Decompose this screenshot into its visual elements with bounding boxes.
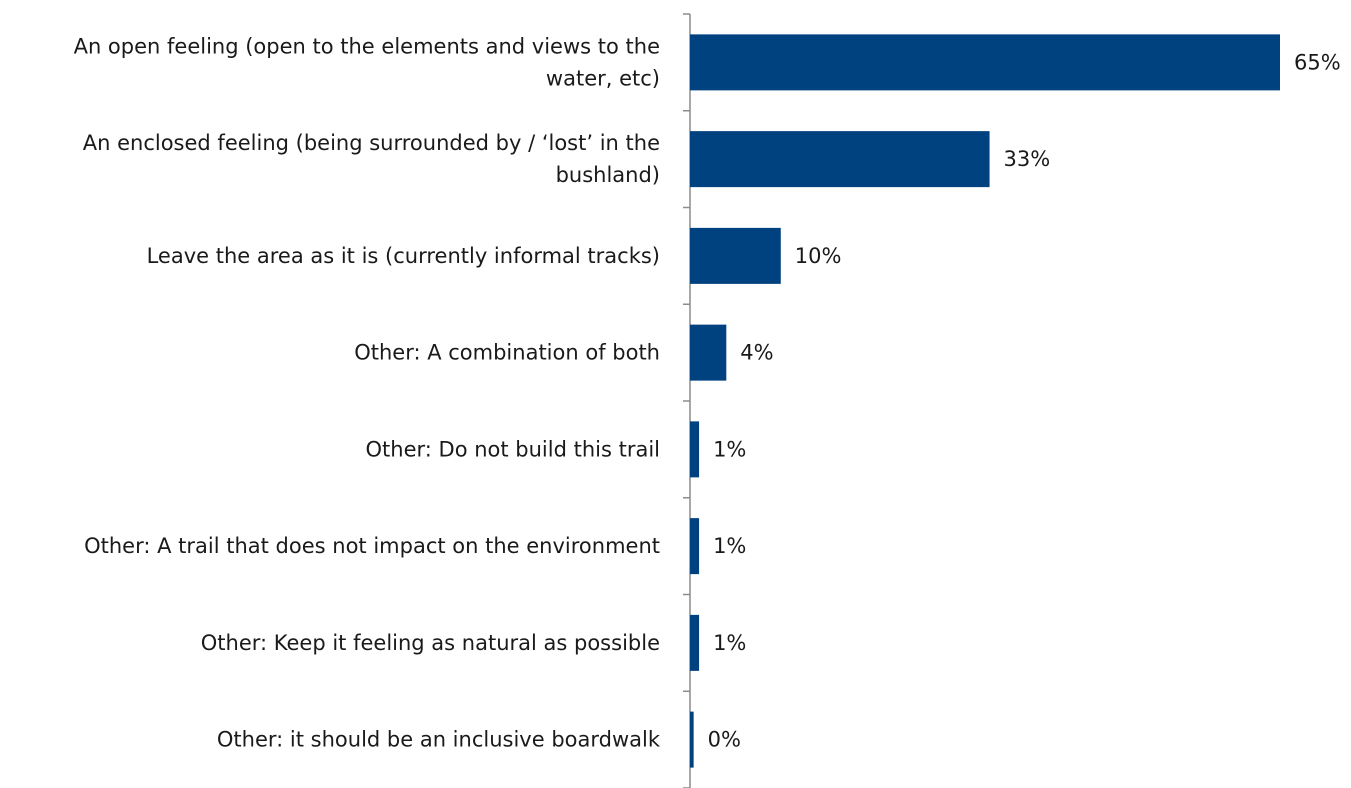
category-label: An enclosed feeling (being surrounded by…	[83, 131, 660, 187]
bar	[690, 614, 700, 671]
bar	[690, 518, 700, 575]
value-label: 1%	[713, 534, 746, 558]
bar	[690, 324, 727, 381]
category-label: Other: Do not build this trail	[366, 437, 660, 461]
value-label: 4%	[740, 341, 773, 365]
category-label: Other: A combination of both	[354, 341, 660, 365]
value-label: 0%	[708, 728, 741, 752]
category-label: An open feeling (open to the elements an…	[74, 34, 660, 90]
category-label: Other: A trail that does not impact on t…	[84, 534, 660, 558]
category-label: Other: it should be an inclusive boardwa…	[217, 728, 661, 752]
category-label: Leave the area as it is (currently infor…	[147, 244, 660, 268]
bar	[690, 711, 694, 768]
value-label: 65%	[1294, 50, 1341, 74]
bar	[690, 131, 990, 188]
value-label: 10%	[795, 244, 842, 268]
value-label: 1%	[713, 437, 746, 461]
bar	[690, 227, 781, 284]
category-label: Other: Keep it feeling as natural as pos…	[201, 631, 660, 655]
value-label: 33%	[1004, 147, 1051, 171]
value-label: 1%	[713, 631, 746, 655]
bar	[690, 421, 700, 478]
bar	[690, 34, 1280, 91]
